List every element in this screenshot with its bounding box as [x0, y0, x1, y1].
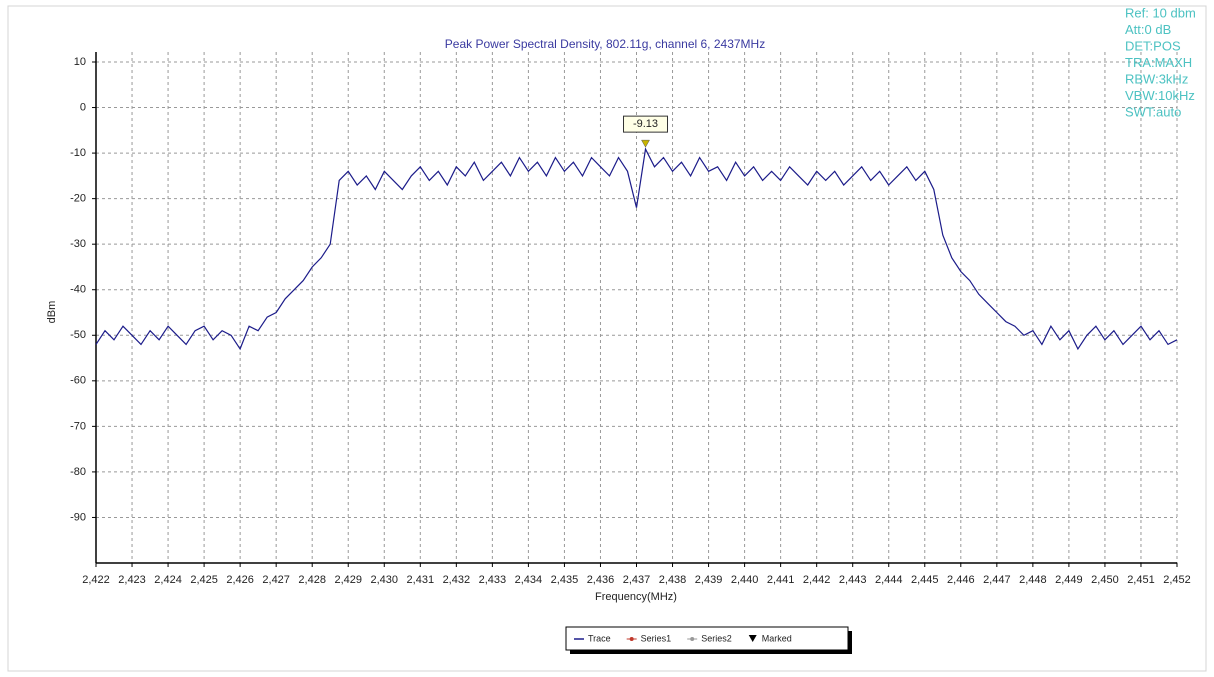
info-text: Ref: 10 dbm [1125, 5, 1196, 20]
legend-label: Series2 [701, 633, 732, 643]
x-axis-label: Frequency(MHz) [595, 591, 677, 603]
x-tick-label: 2,424 [154, 574, 182, 586]
y-tick-label: -40 [70, 284, 86, 296]
x-tick-label: 2,449 [1055, 574, 1083, 586]
x-tick-label: 2,425 [190, 574, 218, 586]
x-tick-label: 2,423 [118, 574, 146, 586]
x-tick-label: 2,442 [803, 574, 831, 586]
x-tick-label: 2,451 [1127, 574, 1155, 586]
info-text: SWT:auto [1125, 104, 1181, 119]
y-tick-label: 0 [80, 101, 86, 113]
x-tick-label: 2,422 [82, 574, 110, 586]
chart-title: Peak Power Spectral Density, 802.11g, ch… [445, 37, 765, 51]
y-tick-label: -80 [70, 466, 86, 478]
x-tick-label: 2,441 [767, 574, 795, 586]
legend [565, 626, 849, 651]
info-text: DET:POS [1125, 38, 1181, 53]
x-tick-label: 2,431 [407, 574, 435, 586]
y-tick-label: -10 [70, 147, 86, 159]
legend-swatch [690, 637, 695, 641]
x-tick-label: 2,439 [695, 574, 723, 586]
info-text: Att:0 dB [1125, 22, 1171, 37]
y-tick-label: -50 [70, 329, 86, 341]
marker-label: -9.13 [633, 118, 658, 130]
y-axis-label: dBm [46, 301, 58, 324]
frame [7, 5, 1207, 672]
y-tick-label: -60 [70, 375, 86, 387]
x-tick-label: 2,450 [1091, 574, 1119, 586]
marker [641, 139, 650, 148]
x-tick-label: 2,433 [479, 574, 507, 586]
x-tick-label: 2,427 [262, 574, 290, 586]
x-tick-label: 2,446 [947, 574, 975, 586]
x-tick-label: 2,426 [226, 574, 254, 586]
info-text: TRA:MAXH [1125, 55, 1192, 70]
x-tick-label: 2,444 [875, 574, 903, 586]
x-tick-label: 2,436 [587, 574, 615, 586]
x-tick-label: 2,452 [1163, 574, 1191, 586]
x-tick-label: 2,432 [443, 574, 471, 586]
legend-label: Trace [588, 633, 611, 643]
x-tick-label: 2,448 [1019, 574, 1047, 586]
x-tick-label: 2,428 [298, 574, 326, 586]
x-tick-label: 2,437 [623, 574, 651, 586]
y-tick-label: -70 [70, 420, 86, 432]
x-tick-label: 2,435 [551, 574, 579, 586]
x-tick-label: 2,429 [334, 574, 362, 586]
x-tick-label: 2,443 [839, 574, 867, 586]
marker-label-box [623, 115, 669, 133]
legend-label: Series1 [641, 633, 672, 643]
legend-swatch [748, 635, 757, 642]
trace-line [95, 147, 1178, 351]
info-text: VBW:10kHz [1125, 88, 1195, 103]
legend-label: Marked [762, 633, 792, 643]
info-text: RBW:3kHz [1125, 71, 1188, 86]
legend-swatch [629, 637, 634, 641]
x-tick-label: 2,445 [911, 574, 939, 586]
x-tick-label: 2,430 [371, 574, 399, 586]
x-tick-label: 2,438 [659, 574, 687, 586]
y-tick-label: 10 [74, 56, 86, 68]
x-tick-label: 2,440 [731, 574, 759, 586]
y-tick-label: -30 [70, 238, 86, 250]
y-tick-label: -20 [70, 193, 86, 205]
y-tick-label: -90 [70, 511, 86, 523]
x-tick-label: 2,447 [983, 574, 1011, 586]
x-tick-label: 2,434 [515, 574, 543, 586]
